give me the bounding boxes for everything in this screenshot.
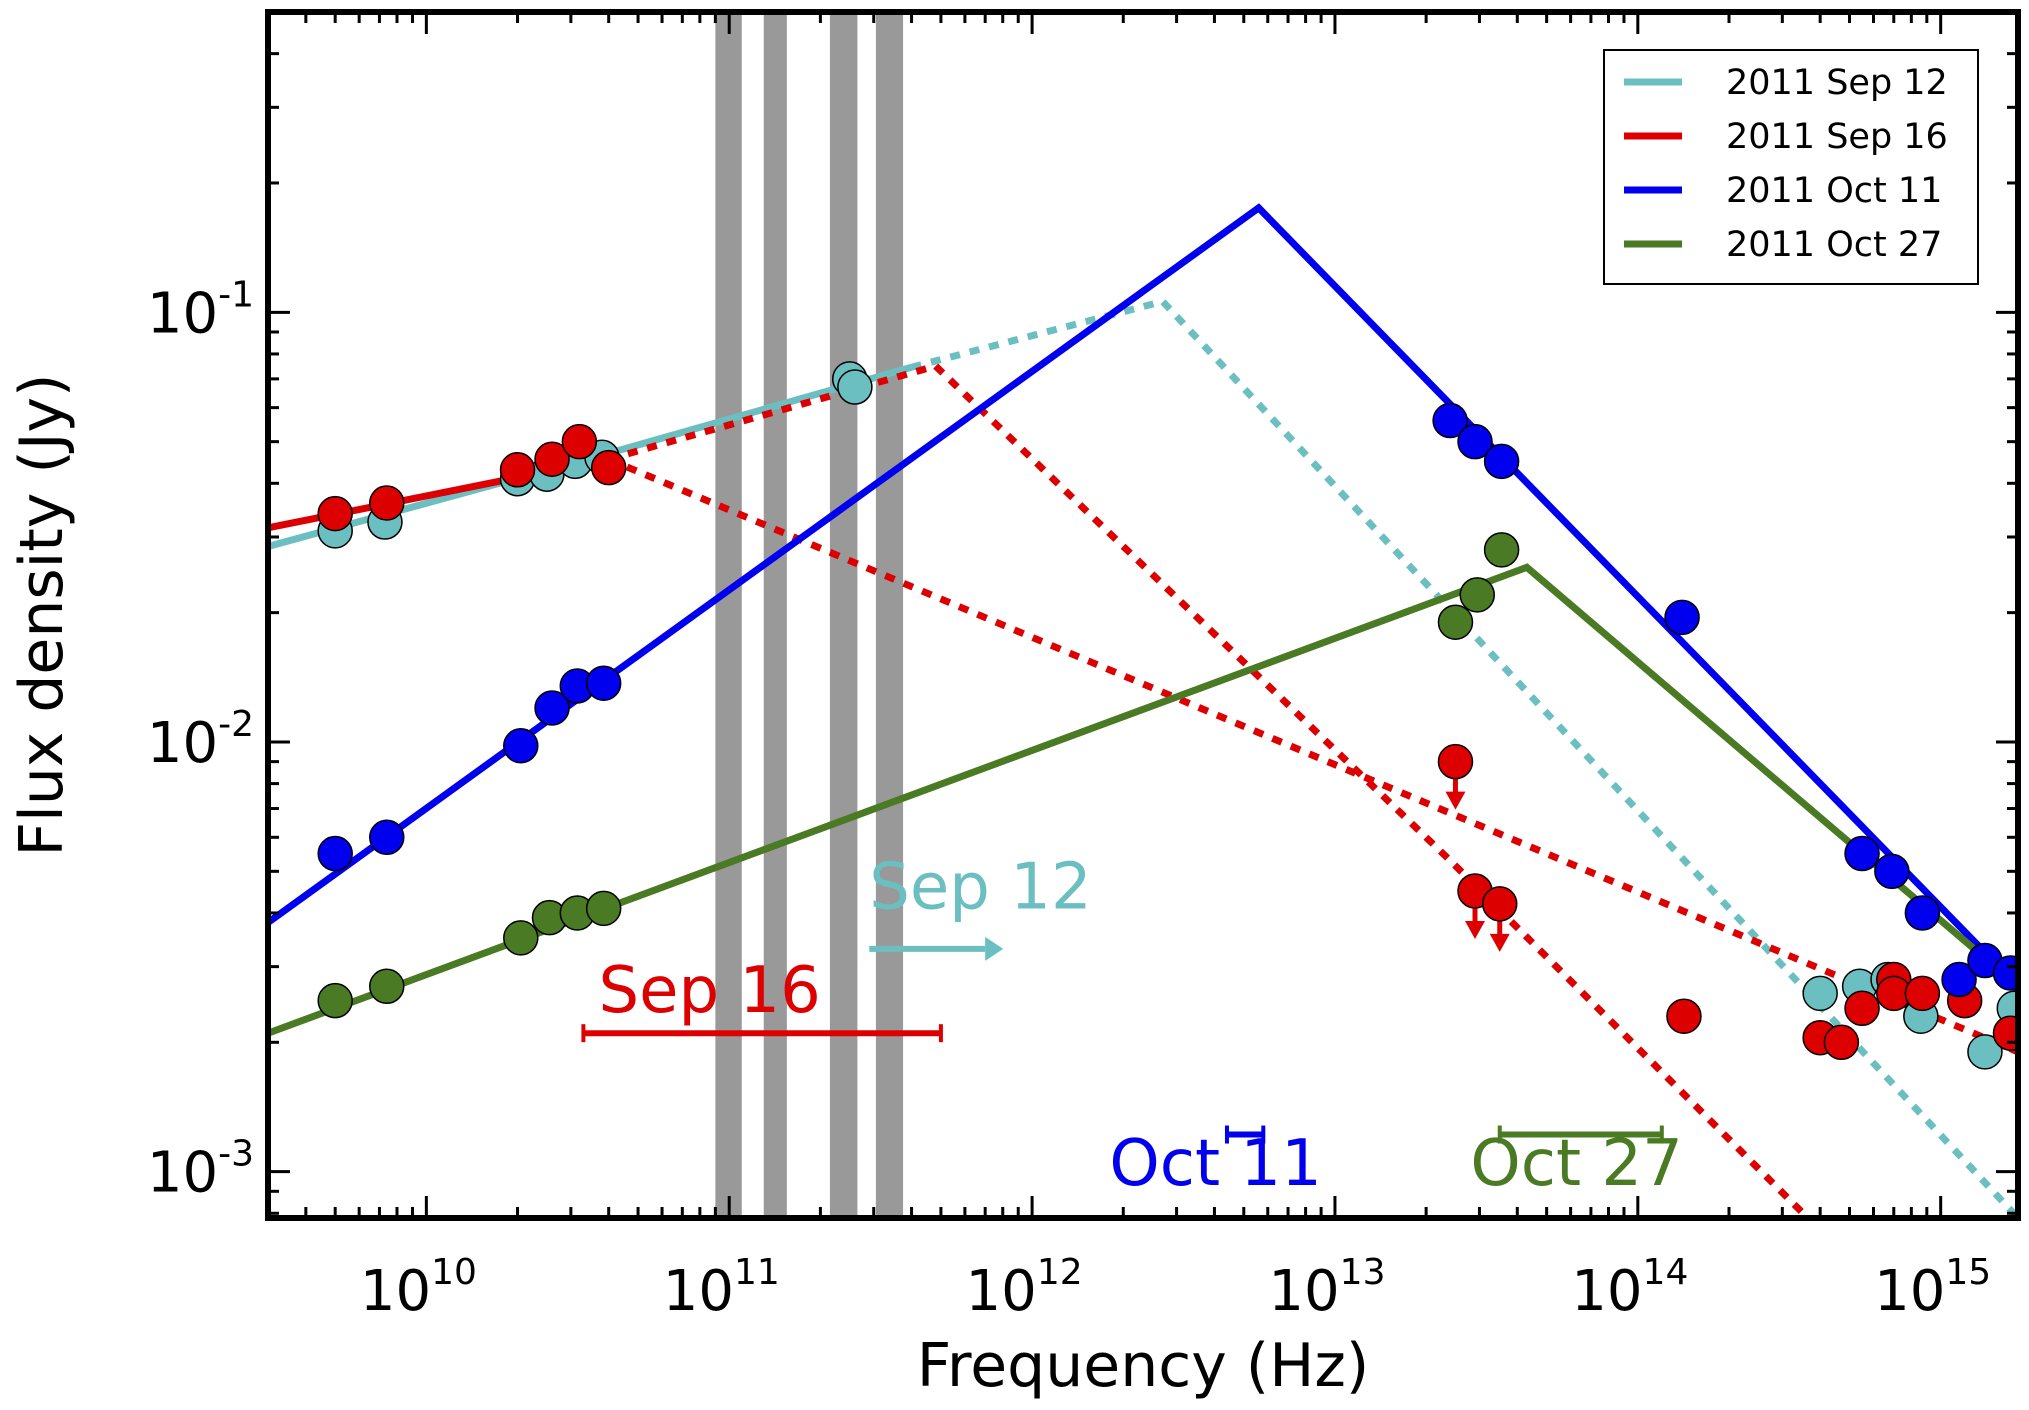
shaded-band — [763, 12, 787, 1218]
data-point — [1823, 1024, 1860, 1061]
tick-exponent: 14 — [1643, 1252, 1689, 1293]
tick-exponent: -2 — [218, 704, 254, 745]
shaded-frequency-bands — [715, 12, 904, 1218]
data-point — [837, 369, 873, 405]
data-point — [590, 449, 627, 486]
epoch-annotations: Sep 12 Sep 16 Oct 11 Oct 27 — [598, 850, 1682, 1201]
y-tick-label: 10-3 — [147, 1134, 254, 1206]
legend-label: 2011 Sep 16 — [1726, 117, 1948, 157]
shaded-band — [875, 12, 904, 1218]
x-tick-label: 1011 — [663, 1252, 780, 1324]
data-point — [503, 920, 539, 956]
data-point — [585, 665, 622, 701]
upper-limit-point — [1481, 886, 1518, 922]
upper-limit-point — [1437, 743, 1474, 780]
range-bar-arrow — [985, 936, 1004, 961]
tick-exponent: 11 — [734, 1252, 780, 1293]
tick-base: 10 — [147, 1141, 218, 1206]
tick-exponent: 13 — [1340, 1252, 1386, 1293]
tick-exponent: 10 — [431, 1252, 477, 1293]
x-tick-label: 1014 — [1571, 1252, 1688, 1324]
data-point — [585, 890, 622, 927]
data-point — [1483, 532, 1520, 568]
data-point — [1992, 955, 2018, 991]
annotation-label: Sep 16 — [598, 954, 820, 1028]
shaded-band — [715, 12, 742, 1218]
data-point — [1802, 975, 1838, 1012]
data-point — [1483, 443, 1520, 480]
legend-label: 2011 Sep 12 — [1726, 63, 1948, 103]
plot-frame — [265, 9, 2021, 1221]
y-axis-title: Flux density (Jy) — [7, 374, 77, 857]
tick-base: 10 — [663, 1259, 734, 1324]
data-point — [499, 452, 536, 488]
tick-exponent: -3 — [218, 1134, 254, 1175]
data-point — [1664, 599, 1700, 636]
data-point — [1904, 895, 1941, 931]
data-point — [1874, 853, 1910, 890]
tick-base: 10 — [1874, 1259, 1945, 1324]
data-point — [1844, 835, 1880, 872]
shaded-band — [829, 12, 858, 1218]
fit-line-solid — [268, 563, 2018, 1037]
tick-base: 10 — [1268, 1259, 1339, 1324]
data-point — [317, 835, 353, 872]
x-tick-label: 1013 — [1268, 1252, 1385, 1324]
data-point — [1967, 1034, 2003, 1070]
y-tick-label: 10-2 — [147, 704, 254, 776]
data-point — [1459, 577, 1495, 613]
data-point — [1437, 604, 1474, 640]
model-fit-lines — [268, 203, 2018, 1218]
data-point — [317, 495, 353, 532]
upper-limit-arrow — [1465, 920, 1486, 939]
data-point — [369, 485, 405, 521]
annotation-label: Oct 27 — [1470, 1127, 1682, 1201]
legend-label: 2011 Oct 27 — [1726, 225, 1942, 265]
data-point — [317, 982, 353, 1019]
data-point — [1941, 961, 1977, 998]
tick-base: 10 — [1571, 1259, 1642, 1324]
annotation-label: Sep 12 — [869, 850, 1091, 924]
tick-base: 10 — [966, 1259, 1037, 1324]
data-point — [503, 727, 539, 764]
upper-limit-arrow — [1489, 933, 1510, 952]
data-point — [534, 441, 570, 478]
data-point — [369, 819, 405, 856]
data-point — [534, 690, 570, 726]
tick-base: 10 — [147, 711, 218, 776]
fit-line-dashed — [910, 297, 2018, 1218]
annotation-label: Oct 11 — [1109, 1127, 1321, 1201]
legend-label: 2011 Oct 11 — [1726, 171, 1942, 211]
x-axis-title: Frequency (Hz) — [917, 1331, 1369, 1401]
tick-exponent: -1 — [218, 274, 254, 315]
upper-limit-arrow — [1445, 791, 1466, 810]
tick-base: 10 — [147, 281, 218, 346]
x-tick-label: 1015 — [1874, 1252, 1991, 1324]
data-point — [1666, 998, 1702, 1034]
data-point — [1844, 990, 1880, 1027]
data-points — [317, 361, 2018, 1070]
fit-line-solid — [268, 203, 2018, 989]
y-tick-label: 10-1 — [147, 274, 254, 346]
data-point — [1904, 975, 1941, 1012]
legend: 2011 Sep 12 2011 Sep 16 2011 Oct 11 2011 Oc… — [1603, 49, 1979, 285]
tick-exponent: 12 — [1037, 1252, 1083, 1293]
x-tick-label: 1012 — [966, 1252, 1083, 1324]
data-point — [561, 423, 598, 460]
range-bars — [581, 936, 1664, 1144]
data-point — [369, 968, 405, 1005]
x-tick-label: 1010 — [360, 1252, 477, 1324]
tick-base: 10 — [360, 1259, 431, 1324]
fit-line-dashed — [607, 362, 1813, 1218]
data-point — [1457, 423, 1493, 460]
data-point — [1992, 1015, 2018, 1051]
tick-exponent: 15 — [1945, 1252, 1991, 1293]
data-point — [1432, 402, 1468, 439]
fit-line-dashed — [607, 456, 2018, 1056]
axis-ticks — [266, 10, 2018, 1218]
